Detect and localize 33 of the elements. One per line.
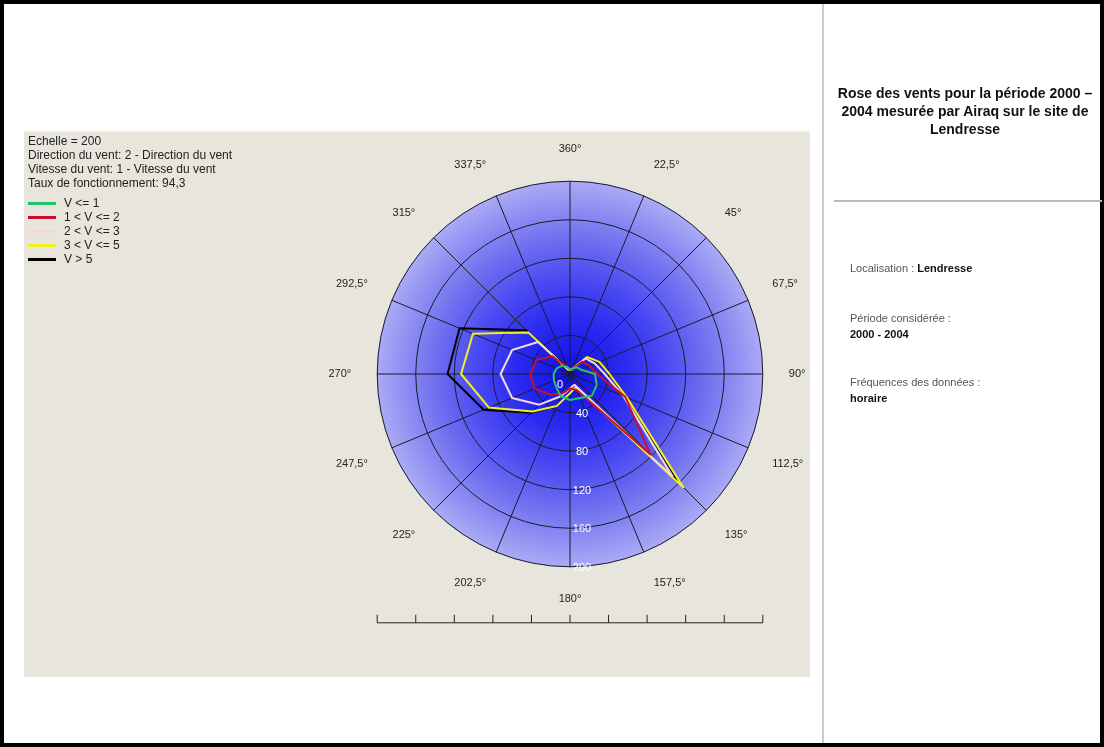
text: Période considérée : xyxy=(850,312,951,324)
spoke-label: 22,5° xyxy=(653,158,680,171)
legend-label: V > 5 xyxy=(64,252,93,266)
spoke-label: 292,5° xyxy=(335,276,368,289)
spoke-label: 315° xyxy=(392,205,416,218)
spoke-label: 337,5° xyxy=(454,158,487,171)
text: Localisation : xyxy=(850,262,916,274)
text: Direction du vent: 2 - Direction du vent xyxy=(28,148,233,162)
spoke-label: 360° xyxy=(558,141,582,154)
spoke-label: 247,5° xyxy=(335,457,368,470)
legend-label: 1 < V <= 2 xyxy=(64,210,120,224)
text: horaire xyxy=(850,392,888,404)
spoke-label: 67,5° xyxy=(772,276,798,289)
legend-label: 2 < V <= 3 xyxy=(64,224,120,238)
text: Taux de fonctionnement: 94,3 xyxy=(28,176,187,190)
spoke-label: 45° xyxy=(724,205,742,218)
text: 2000 - 2004 xyxy=(850,328,909,340)
spoke-label: 112,5° xyxy=(772,457,804,470)
legend-label: V <= 1 xyxy=(64,196,100,210)
text: Echelle = 200 xyxy=(28,134,103,148)
text: Lendresse xyxy=(917,262,973,274)
text: Rose des vents pour la période 2000 – 2004 mesurée par Airaq sur le site de Lendresse xyxy=(836,84,1094,138)
y-tick-label: 40 xyxy=(575,406,589,419)
text: Vitesse du vent: 1 - Vitesse du vent xyxy=(28,162,217,176)
spoke-label: 157,5° xyxy=(653,575,686,588)
spoke-label: 202,5° xyxy=(454,575,487,588)
spoke-label: 180° xyxy=(558,592,582,605)
spoke-label: 135° xyxy=(724,528,748,541)
text: Fréquences des données : xyxy=(850,376,981,388)
spoke-label: 225° xyxy=(392,528,416,541)
spoke-label: 270° xyxy=(328,367,352,380)
spoke-label: 90° xyxy=(788,367,806,380)
legend-label: 3 < V <= 5 xyxy=(64,238,120,252)
